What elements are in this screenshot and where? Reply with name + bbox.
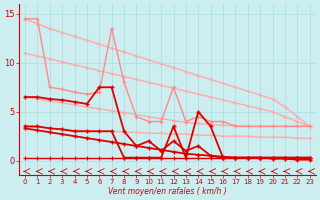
X-axis label: Vent moyen/en rafales ( km/h ): Vent moyen/en rafales ( km/h ) — [108, 187, 227, 196]
